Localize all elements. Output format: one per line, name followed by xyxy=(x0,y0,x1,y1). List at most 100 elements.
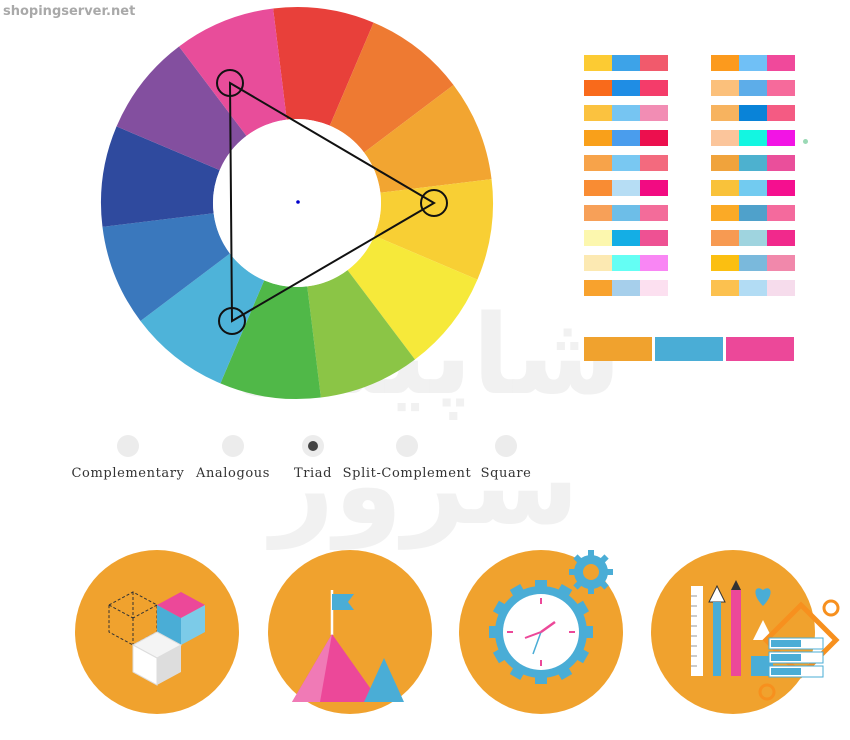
palette-row[interactable] xyxy=(584,105,668,121)
palette-swatch xyxy=(739,180,767,196)
palette-row[interactable] xyxy=(711,80,795,96)
palette-row[interactable] xyxy=(711,280,795,296)
palette-row[interactable] xyxy=(584,155,668,171)
palette-row[interactable] xyxy=(584,255,668,271)
palette-swatch xyxy=(739,80,767,96)
palette-swatch xyxy=(612,255,640,271)
palette-swatch xyxy=(739,55,767,71)
palette-swatch xyxy=(584,205,612,221)
wheel-segment[interactable] xyxy=(102,213,230,321)
palette-swatch xyxy=(711,55,739,71)
palette-swatch xyxy=(739,205,767,221)
wheel-segment[interactable] xyxy=(179,8,287,136)
wheel-handle[interactable] xyxy=(218,307,246,335)
palette-swatch xyxy=(612,80,640,96)
mountain-flag-icon xyxy=(268,550,432,714)
mode-square[interactable]: Square xyxy=(431,435,581,481)
site-label: shopingserver.net xyxy=(3,4,136,19)
palette-swatch xyxy=(612,155,640,171)
indicator-dot xyxy=(803,139,808,144)
wheel-segment[interactable] xyxy=(374,179,493,280)
radio-button[interactable] xyxy=(396,435,418,457)
wheel-segment[interactable] xyxy=(220,280,321,399)
palette-row[interactable] xyxy=(584,80,668,96)
palette-swatch xyxy=(584,130,612,146)
palette-row[interactable] xyxy=(711,230,795,246)
palette-swatch xyxy=(584,155,612,171)
mode-label: Square xyxy=(480,466,532,481)
mode-complementary[interactable]: Complementary xyxy=(53,435,203,481)
palette-swatch xyxy=(767,205,795,221)
radio-button[interactable] xyxy=(117,435,139,457)
selected-palette xyxy=(584,337,796,361)
palette-swatch xyxy=(739,230,767,246)
palette-swatch xyxy=(711,180,739,196)
wheel-segment[interactable] xyxy=(329,22,454,153)
palette-swatch xyxy=(640,180,668,196)
mode-analogous[interactable]: Analogous xyxy=(158,435,308,481)
wheel-segment[interactable] xyxy=(307,270,415,398)
palette-row[interactable] xyxy=(584,280,668,296)
palette-swatch xyxy=(767,55,795,71)
wheel-segment[interactable] xyxy=(273,6,374,126)
palette-row[interactable] xyxy=(711,180,795,196)
palette-row[interactable] xyxy=(584,205,668,221)
palette-swatch xyxy=(767,130,795,146)
palette-list xyxy=(584,55,796,315)
wheel-segment[interactable] xyxy=(140,253,265,384)
palette-swatch xyxy=(640,80,668,96)
wheel-segment[interactable] xyxy=(364,85,492,193)
palette-swatch xyxy=(612,205,640,221)
color-wheel[interactable] xyxy=(100,0,500,400)
radio-button[interactable] xyxy=(302,435,324,457)
palette-swatch xyxy=(640,105,668,121)
palette-row[interactable] xyxy=(584,55,668,71)
palette-swatch xyxy=(584,180,612,196)
palette-row[interactable] xyxy=(584,180,668,196)
radio-button[interactable] xyxy=(222,435,244,457)
wheel-segment[interactable] xyxy=(347,235,478,360)
palette-row[interactable] xyxy=(584,130,668,146)
palette-swatch xyxy=(739,280,767,296)
mode-triad[interactable]: Triad xyxy=(238,435,388,481)
palette-swatch xyxy=(640,205,668,221)
selected-swatch-2[interactable] xyxy=(655,337,723,361)
palette-swatch xyxy=(584,80,612,96)
palette-swatch xyxy=(739,105,767,121)
palette-row[interactable] xyxy=(711,55,795,71)
cubes-icon xyxy=(75,550,239,714)
palette-swatch xyxy=(711,105,739,121)
palette-swatch xyxy=(640,280,668,296)
mode-label: Triad xyxy=(293,466,333,481)
palette-row[interactable] xyxy=(711,155,795,171)
palette-swatch xyxy=(739,155,767,171)
palette-swatch xyxy=(711,80,739,96)
selected-swatch-3[interactable] xyxy=(726,337,794,361)
palette-row[interactable] xyxy=(584,230,668,246)
palette-row[interactable] xyxy=(711,205,795,221)
palette-swatch xyxy=(640,255,668,271)
wheel-handle[interactable] xyxy=(420,189,448,217)
palette-swatch xyxy=(640,155,668,171)
palette-swatch xyxy=(711,205,739,221)
mode-split-complement[interactable]: Split-Complement xyxy=(332,435,482,481)
wheel-segment[interactable] xyxy=(116,46,247,171)
palette-swatch xyxy=(711,280,739,296)
palette-row[interactable] xyxy=(711,105,795,121)
wheel-segment[interactable] xyxy=(101,126,220,227)
palette-swatch xyxy=(739,130,767,146)
radio-button[interactable] xyxy=(495,435,517,457)
palette-swatch xyxy=(584,105,612,121)
palette-row[interactable] xyxy=(711,130,795,146)
gear-clock-icon xyxy=(459,550,623,714)
palette-swatch xyxy=(612,280,640,296)
palette-swatch xyxy=(584,255,612,271)
wheel-handle[interactable] xyxy=(216,69,244,97)
palette-swatch xyxy=(612,230,640,246)
palette-row[interactable] xyxy=(711,255,795,271)
mode-label: Split-Complement xyxy=(342,466,472,481)
palette-swatch xyxy=(612,55,640,71)
palette-swatch xyxy=(767,180,795,196)
palette-swatch xyxy=(711,230,739,246)
selected-swatch-1[interactable] xyxy=(584,337,652,361)
